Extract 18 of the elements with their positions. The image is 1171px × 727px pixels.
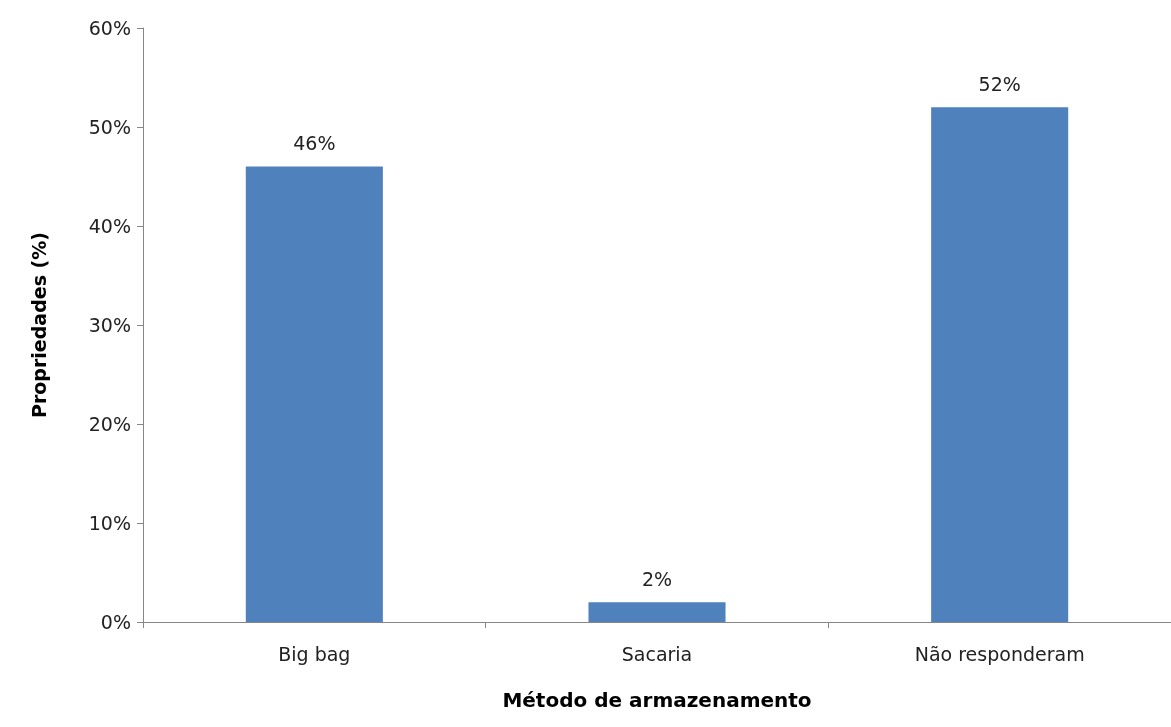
bar: [245, 166, 383, 622]
x-axis-title: Método de armazenamento: [502, 688, 812, 712]
y-tick-label: 50%: [88, 116, 131, 138]
y-tick-label: 20%: [88, 413, 131, 435]
y-tick-label: 30%: [88, 314, 131, 336]
bar: [588, 602, 726, 622]
x-tick-label: Big bag: [278, 642, 351, 665]
x-tick-label: Não responderam: [914, 642, 1085, 665]
data-label: 46%: [293, 132, 336, 155]
data-label: 2%: [641, 567, 673, 590]
y-tick-label: 0%: [100, 611, 131, 633]
bar: [931, 107, 1069, 622]
y-axis-title: Propriedades (%): [27, 232, 50, 418]
y-tick-label: 40%: [88, 215, 131, 237]
data-label: 52%: [978, 72, 1021, 95]
y-tick-label: 10%: [88, 512, 131, 534]
x-tick-label: Sacaria: [621, 642, 693, 665]
y-tick-label: 60%: [88, 17, 131, 39]
